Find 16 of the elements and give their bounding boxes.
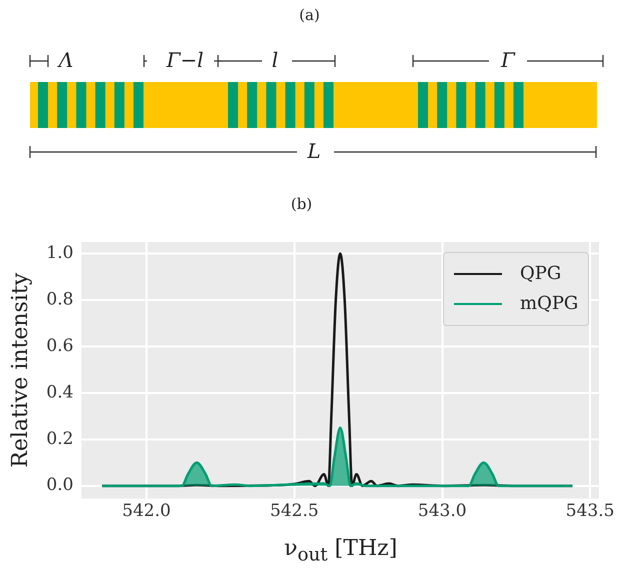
y-tick-label: 0.6	[46, 336, 74, 356]
y-axis-title: Relative intensity	[8, 272, 33, 468]
legend-label: QPG	[520, 262, 562, 286]
x-tick-label: 542.5	[270, 501, 319, 522]
y-tick-label: 0.2	[46, 428, 74, 449]
legend-label: mQPG	[520, 292, 578, 316]
chart-title: (b)	[290, 194, 312, 213]
y-tick-label: 1.0	[46, 243, 74, 264]
y-tick-label: 0.8	[46, 289, 74, 310]
x-tick-label: 543.0	[418, 501, 467, 522]
y-tick-label: 0.4	[46, 382, 74, 402]
x-tick-label: 543.5	[566, 501, 614, 522]
text: (a)	[298, 6, 321, 24]
y-tick-label: 0.0	[46, 475, 74, 496]
x-axis-title: ν$_{out}$ [THz]	[283, 536, 398, 566]
x-tick-label: 542.0	[122, 501, 171, 522]
